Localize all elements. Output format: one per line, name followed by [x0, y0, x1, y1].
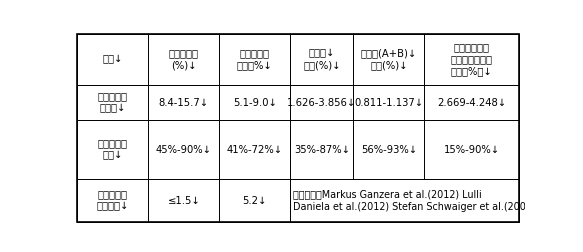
Bar — [290, 120, 353, 179]
Bar — [148, 34, 219, 85]
Bar — [78, 34, 148, 85]
Bar — [290, 179, 519, 222]
Text: 总黄酮含量
(%)↓: 总黄酮含量 (%)↓ — [169, 48, 199, 70]
Bar — [78, 120, 148, 179]
Text: 绒草酸(A+B)↓
含量(%)↓: 绒草酸(A+B)↓ 含量(%)↓ — [361, 48, 417, 70]
Text: 参考文献：Markus Ganzera et al.(2012) Lulli
Daniela et al.(2012) Stefan Schwaiger et : 参考文献：Markus Ganzera et al.(2012) Lulli D… — [293, 189, 544, 212]
Text: 调控后提高
水平↓: 调控后提高 水平↓ — [98, 139, 128, 161]
Text: 41%-72%↓: 41%-72%↓ — [227, 145, 283, 154]
Text: 二咊啊酰奎宁
酸（两种构型）
含量（%）↓: 二咊啊酰奎宁 酸（两种构型） 含量（%）↓ — [451, 42, 493, 76]
Bar — [353, 34, 424, 85]
Bar — [148, 179, 219, 222]
Text: 0.811-1.137↓: 0.811-1.137↓ — [354, 98, 423, 108]
Text: 15%-90%↓: 15%-90%↓ — [444, 145, 500, 154]
Bar — [353, 85, 424, 120]
Bar — [78, 179, 148, 222]
Text: 5.2↓: 5.2↓ — [243, 196, 267, 206]
Bar — [219, 34, 290, 85]
Bar — [353, 120, 424, 179]
Bar — [219, 179, 290, 222]
Text: 1.626-3.856↓: 1.626-3.856↓ — [287, 98, 356, 108]
Text: ≤1.5↓: ≤1.5↓ — [167, 196, 200, 206]
Text: 五种有机酸
总含量%↓: 五种有机酸 总含量%↓ — [237, 48, 273, 70]
Text: 8.4-15.7↓: 8.4-15.7↓ — [159, 98, 209, 108]
Text: 45%-90%↓: 45%-90%↓ — [156, 145, 212, 154]
Bar — [78, 85, 148, 120]
Text: 绿原酸↓
含量(%)↓: 绿原酸↓ 含量(%)↓ — [303, 48, 340, 70]
Text: 比较↓: 比较↓ — [103, 54, 123, 64]
Bar — [290, 85, 353, 120]
Bar — [424, 34, 519, 85]
Bar — [290, 34, 353, 85]
Text: 2.669-4.248↓: 2.669-4.248↓ — [437, 98, 507, 108]
Bar — [148, 85, 219, 120]
Text: 35%-87%↓: 35%-87%↓ — [294, 145, 350, 154]
Bar — [219, 85, 290, 120]
Bar — [424, 85, 519, 120]
Text: 未调控细胞
培养物↓: 未调控细胞 培养物↓ — [98, 91, 128, 113]
Text: 文献报道细
胞培养物↓: 文献报道细 胞培养物↓ — [97, 190, 129, 211]
Bar — [424, 120, 519, 179]
Bar — [148, 120, 219, 179]
Text: 56%-93%↓: 56%-93%↓ — [361, 145, 417, 154]
Text: 5.1-9.0↓: 5.1-9.0↓ — [233, 98, 277, 108]
Bar — [219, 120, 290, 179]
